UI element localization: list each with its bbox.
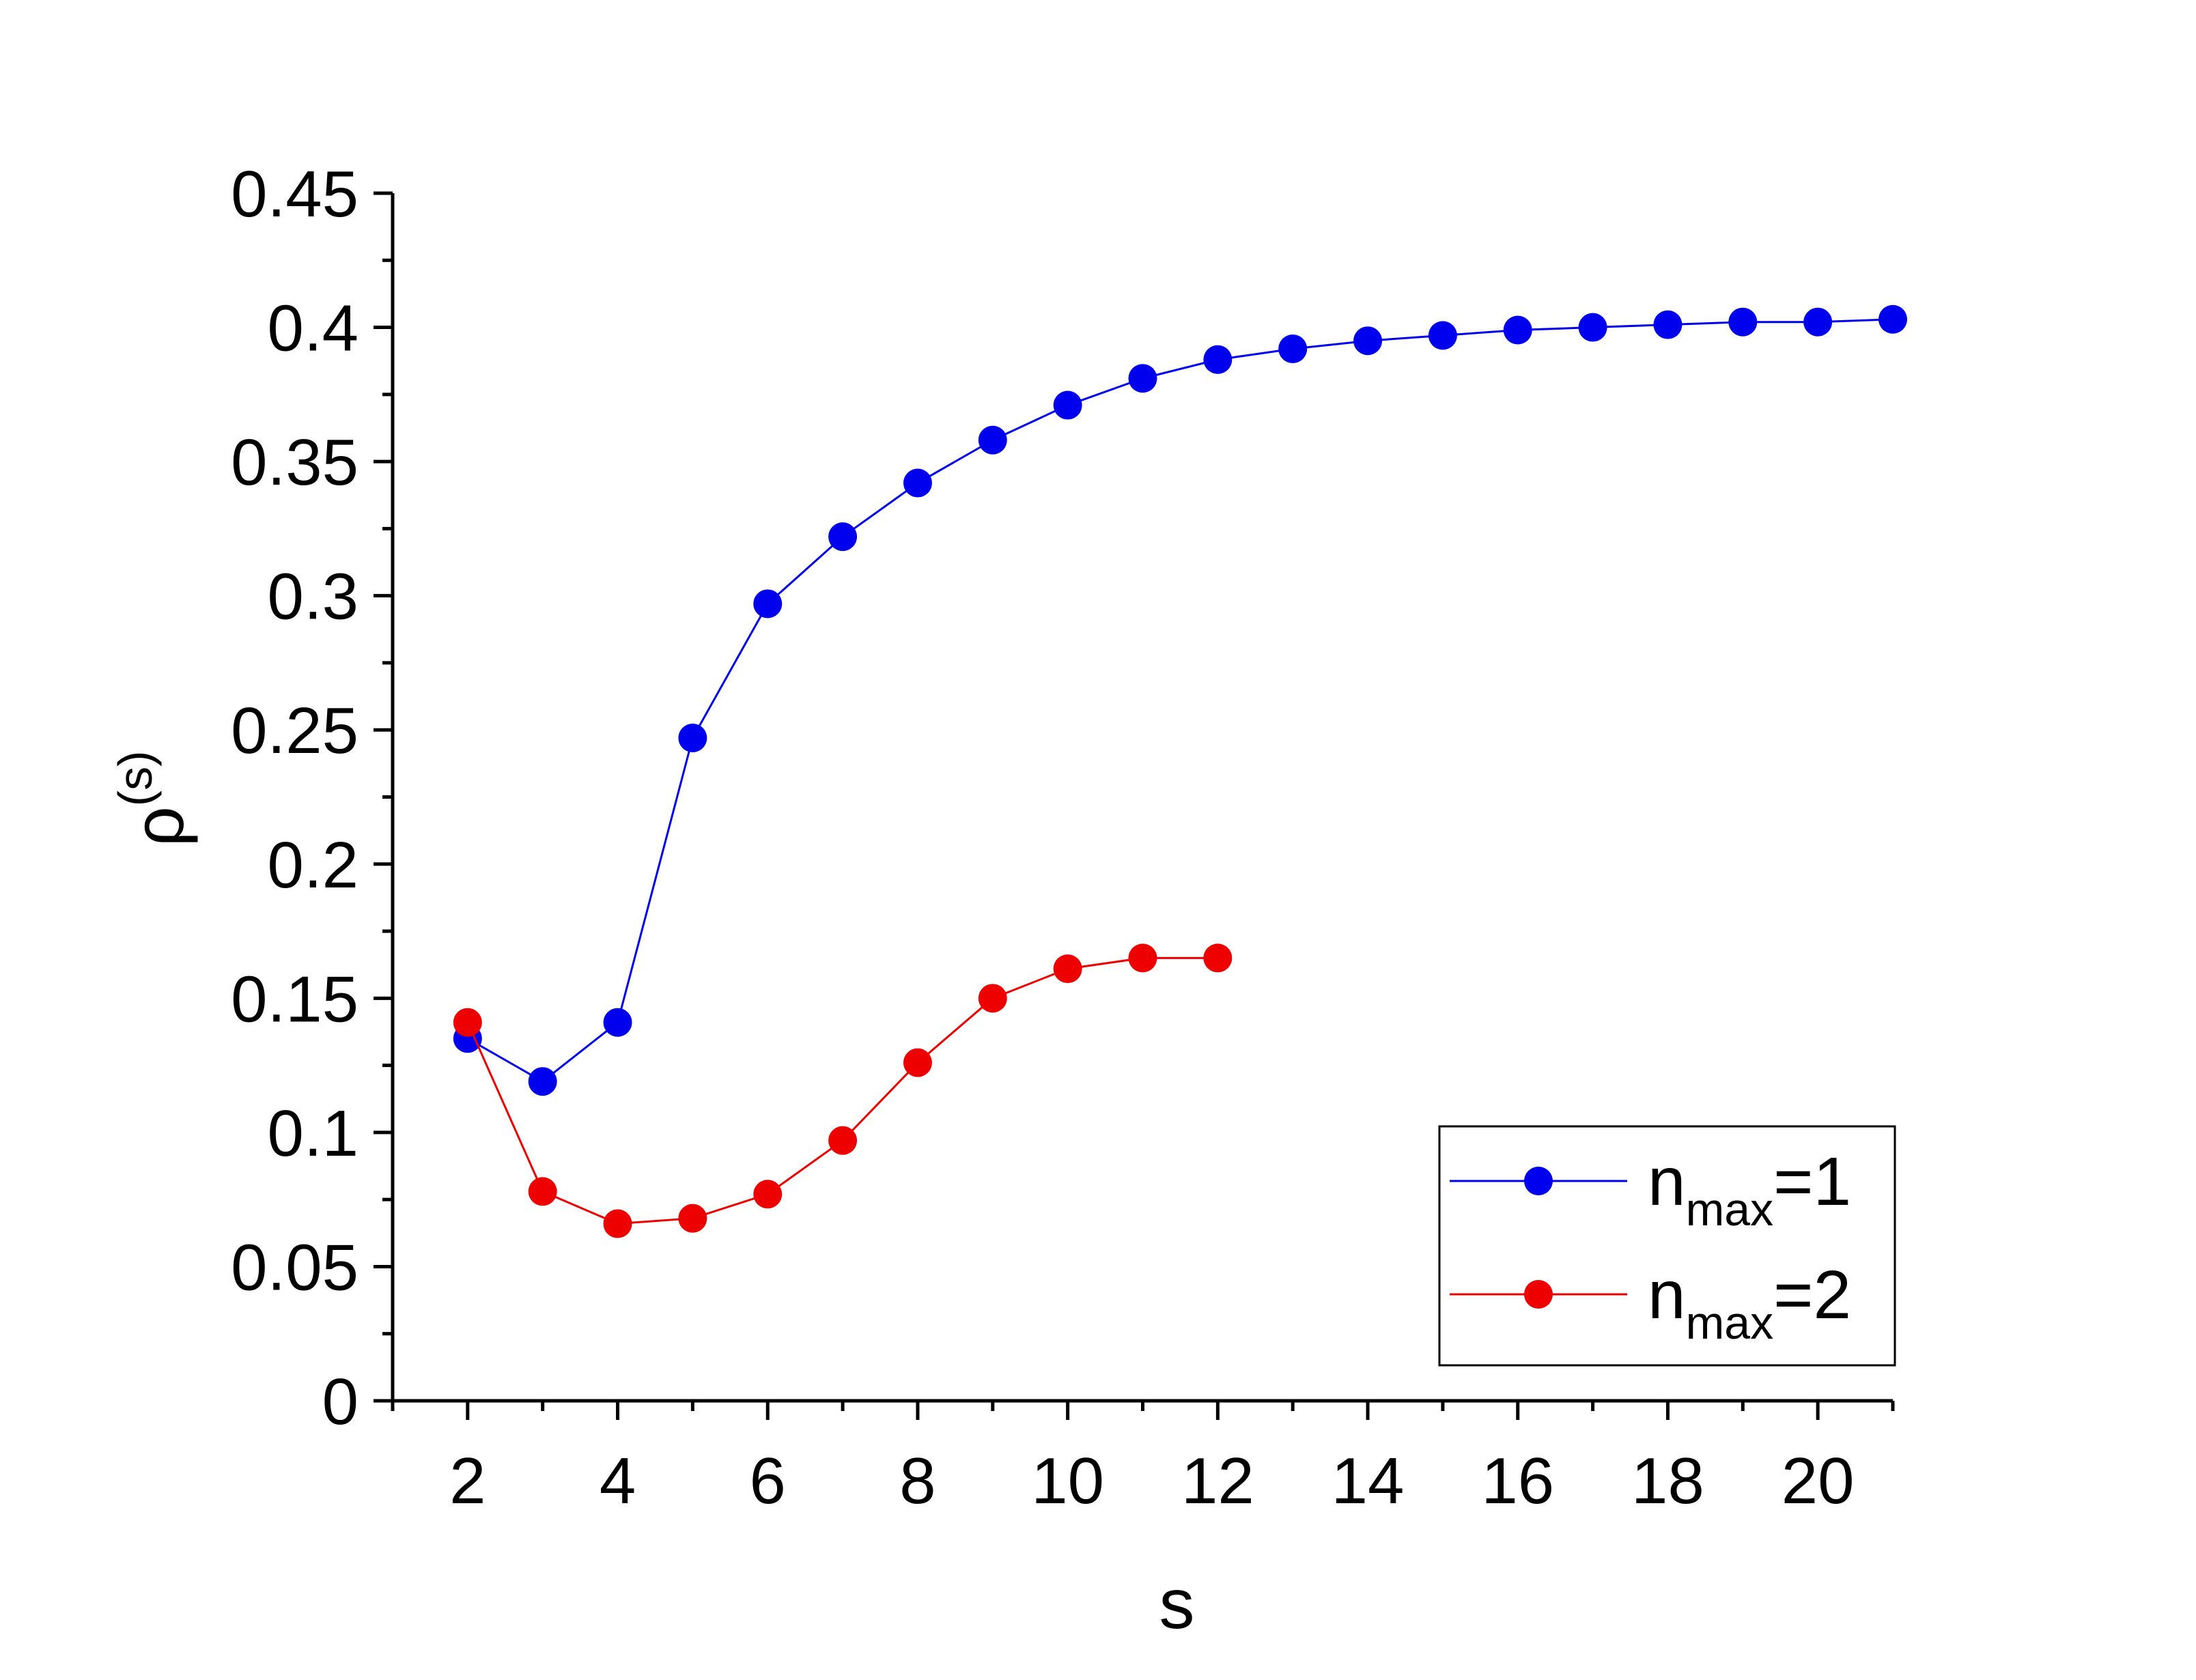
y-tick-label: 0.2 <box>268 829 358 902</box>
data-point-series-1 <box>678 724 707 753</box>
data-point-series-1 <box>978 425 1007 455</box>
data-point-series-2 <box>978 984 1007 1013</box>
legend-label-2: nmax=2 <box>1648 1257 1851 1349</box>
y-tick-label: 0.1 <box>268 1097 358 1170</box>
data-point-series-1 <box>1503 315 1532 345</box>
data-point-series-2 <box>1203 943 1233 973</box>
legend-label-base: n <box>1648 1143 1686 1220</box>
data-point-series-1 <box>603 1008 632 1037</box>
series-line-2 <box>466 956 1218 1225</box>
data-point-series-2 <box>453 1008 482 1037</box>
y-tick-label: 0.4 <box>268 292 358 365</box>
y-axis-title: ρ(s) <box>109 751 199 847</box>
legend-label-suffix: =2 <box>1773 1257 1851 1333</box>
data-point-series-1 <box>1053 390 1082 420</box>
x-tick-label: 14 <box>1332 1444 1405 1518</box>
y-tick-label: 0.45 <box>231 158 358 231</box>
x-tick-label: 2 <box>449 1444 485 1518</box>
data-point-series-1 <box>1578 313 1607 342</box>
data-point-series-2 <box>753 1180 783 1209</box>
x-tick-label: 12 <box>1181 1444 1254 1518</box>
legend-label-suffix: =1 <box>1773 1143 1851 1220</box>
data-point-series-2 <box>1128 943 1157 973</box>
data-point-series-2 <box>528 1177 557 1206</box>
data-point-series-1 <box>1653 310 1683 339</box>
data-point-series-2 <box>1053 954 1082 984</box>
plot-area <box>453 304 1907 1238</box>
x-tick-label: 18 <box>1631 1444 1704 1518</box>
legend-box <box>1438 1125 1896 1367</box>
x-tick-label: 4 <box>600 1444 636 1518</box>
y-axis-title-superscript: (s) <box>109 751 162 807</box>
y-tick-label: 0.15 <box>231 963 358 1036</box>
legend-marker-1 <box>1524 1167 1553 1195</box>
data-point-series-1 <box>1803 307 1833 337</box>
data-point-series-1 <box>1203 345 1233 374</box>
y-tick-label: 0.35 <box>231 426 358 499</box>
data-point-series-1 <box>1128 364 1157 393</box>
x-axis-title: s <box>1159 1565 1195 1644</box>
x-tick-label: 16 <box>1481 1444 1554 1518</box>
legend-label-1: nmax=1 <box>1648 1143 1851 1236</box>
legend-label-subscript: max <box>1686 1297 1773 1349</box>
data-point-series-1 <box>753 589 783 618</box>
legend-marker-2 <box>1524 1280 1553 1309</box>
x-tick-label: 20 <box>1782 1444 1855 1518</box>
x-tick-label: 6 <box>750 1444 786 1518</box>
x-tick-label: 8 <box>899 1444 935 1518</box>
y-tick-label: 0.25 <box>231 694 358 767</box>
y-tick-label: 0 <box>322 1365 358 1438</box>
data-point-series-2 <box>903 1048 932 1077</box>
series-line-1 <box>467 318 1894 1083</box>
data-point-series-1 <box>1278 334 1308 364</box>
data-point-series-1 <box>528 1067 557 1096</box>
data-point-series-1 <box>1428 321 1457 350</box>
legend-label-base: n <box>1648 1257 1686 1333</box>
data-point-series-2 <box>828 1126 858 1155</box>
data-point-series-1 <box>1353 326 1383 356</box>
data-point-series-2 <box>678 1204 707 1233</box>
y-axis-title-base: ρ <box>119 806 199 846</box>
legend-label-subscript: max <box>1686 1184 1773 1236</box>
data-point-series-1 <box>828 522 858 552</box>
data-point-series-2 <box>603 1209 632 1238</box>
data-point-series-1 <box>1878 304 1907 334</box>
axes: 0 0.05 0.1 0.15 0.2 0.25 0.3 0.35 0.4 0.45 2 4 6 8 10 1… <box>109 158 1895 1644</box>
data-point-series-1 <box>1728 307 1758 337</box>
y-tick-label: 0.05 <box>231 1231 358 1304</box>
y-tick-label: 0.3 <box>268 560 358 633</box>
data-point-series-1 <box>903 468 932 498</box>
x-tick-label: 10 <box>1031 1444 1104 1518</box>
